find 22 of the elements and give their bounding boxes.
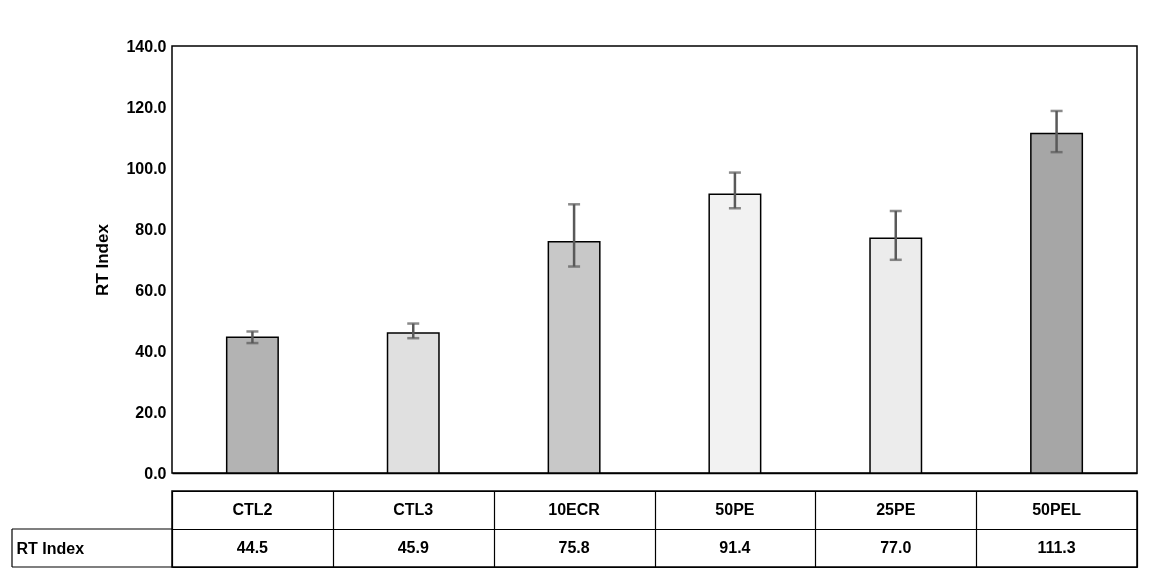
data-label: 75.8: [558, 539, 590, 556]
y-axis-title: RT Index: [93, 223, 113, 296]
data-label: 77.0: [880, 539, 912, 556]
text: RT Index: [16, 539, 85, 557]
data-label: 44.5: [236, 539, 269, 556]
y-tick-label: 100.0: [126, 159, 167, 177]
data-label: 91.4: [719, 539, 751, 556]
x-tick-label: 25PE: [876, 501, 916, 518]
x-tick-label: CTL3: [393, 501, 434, 518]
x-tick-label: CTL2: [232, 501, 273, 518]
y-tick-label: 80.0: [135, 220, 167, 238]
y-tick-label: 140.0: [126, 37, 167, 55]
x-tick-label: 10ECR: [548, 501, 601, 518]
data-label: 111.3: [1037, 539, 1076, 556]
y-tick-label: 60.0: [135, 281, 167, 299]
y-tick-label: 0.0: [144, 464, 167, 482]
y-tick-label: 40.0: [135, 342, 167, 360]
x-tick-label: 50PEL: [1032, 501, 1082, 518]
data-label: 45.9: [397, 539, 429, 556]
y-tick-label: 20.0: [135, 403, 167, 421]
x-tick-label: 50PE: [715, 501, 755, 518]
y-tick-label: 120.0: [126, 98, 167, 116]
